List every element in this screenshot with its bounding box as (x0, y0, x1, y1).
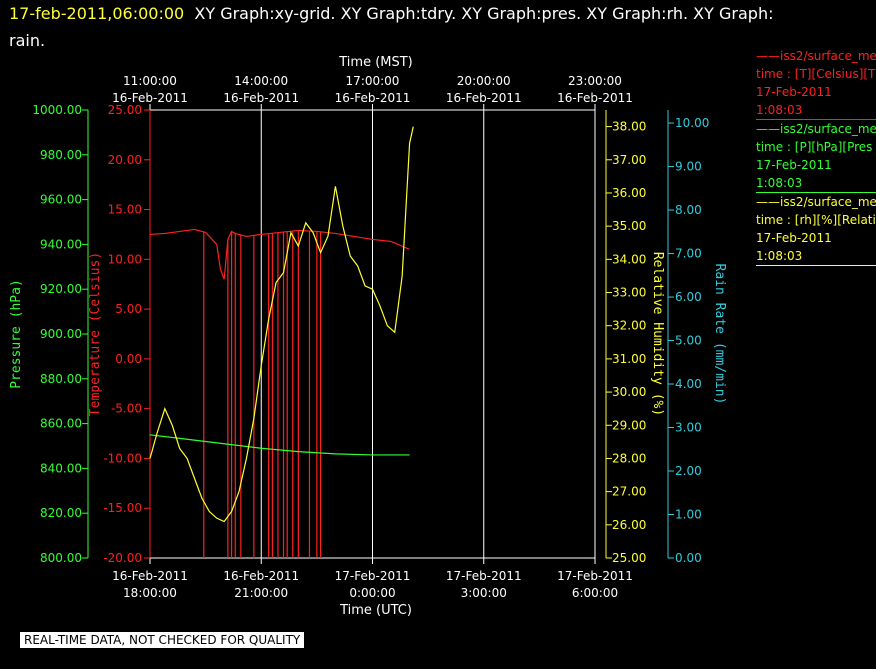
legend-date: 17-Feb-2011 (756, 231, 832, 245)
x-top-tick-label: 23:00:00 (568, 74, 622, 88)
x-top-tick-label: 11:00:00 (123, 74, 177, 88)
temperature-axis-title: Temperature (Celsius) (88, 252, 103, 416)
rain-tick-label: 10.00 (675, 116, 709, 130)
temperature-tick-label: 25.00 (108, 103, 142, 117)
legend-time: 1:08:03 (756, 103, 803, 117)
x-tick-label: 3:00:00 (461, 586, 507, 600)
legend-date: 17-Feb-2011 (756, 85, 832, 99)
temperature-tick-label: -15.00 (103, 501, 142, 515)
pressure-tick-label: 860.00 (40, 417, 82, 431)
quality-warning-label: REAL-TIME DATA, NOT CHECKED FOR QUALITY (20, 632, 305, 648)
x-tick-label: 21:00:00 (234, 586, 288, 600)
temperature-tick-label: 0.00 (115, 352, 142, 366)
humidity-tick-label: 25.00 (612, 551, 646, 565)
chart-title-line1: 17-feb-2011,06:00:00 XY Graph:xy-grid. X… (9, 4, 773, 23)
title-graph-list: XY Graph:xy-grid. XY Graph:tdry. XY Grap… (194, 4, 774, 23)
x-top-tick-label: 20:00:00 (457, 74, 511, 88)
x-tick-label: 16-Feb-2011 (223, 569, 299, 583)
x-tick-label: 17-Feb-2011 (557, 569, 633, 583)
legend-series: ——iss2/surface_me (756, 49, 876, 63)
humidity-tick-label: 35.00 (612, 219, 646, 233)
rain-axis-title: Rain Rate (mm/min) (712, 264, 727, 405)
rain-tick-label: 3.00 (675, 421, 702, 435)
x-tick-label: 0:00:00 (349, 586, 395, 600)
rain-tick-label: 8.00 (675, 203, 702, 217)
temperature-tick-label: 5.00 (115, 302, 142, 316)
x-top-tick-label: 17:00:00 (346, 74, 400, 88)
temperature-tick-label: 20.00 (108, 153, 142, 167)
x-tick-label: 17-Feb-2011 (446, 569, 522, 583)
legend-series: ——iss2/surface_me (756, 195, 876, 209)
pressure-tick-label: 1000.00 (32, 103, 82, 117)
x-tick-label: 16-Feb-2011 (112, 569, 188, 583)
rain-tick-label: 7.00 (675, 247, 702, 261)
legend-block: ——iss2/surface_me time : [T][Celsius][T 17… (756, 47, 876, 266)
humidity-tick-label: 33.00 (612, 286, 646, 300)
rain-tick-label: 0.00 (675, 551, 702, 565)
humidity-tick-label: 31.00 (612, 352, 646, 366)
legend-time: 1:08:03 (756, 176, 803, 190)
humidity-tick-label: 34.00 (612, 252, 646, 266)
legend-units: time : [T][Celsius][T (756, 67, 876, 81)
pressure-tick-label: 940.00 (40, 237, 82, 251)
x-top-axis-label: Time (MST) (338, 55, 413, 70)
rain-tick-label: 1.00 (675, 508, 702, 522)
legend-units: time : [rh][%][Relati (756, 213, 876, 227)
chart-title-line2: rain. (9, 31, 46, 50)
title-timestamp: 17-feb-2011,06:00:00 (9, 4, 185, 23)
humidity-tick-label: 30.00 (612, 385, 646, 399)
series-pres-line (149, 434, 410, 456)
temperature-tick-label: 15.00 (108, 203, 142, 217)
humidity-axis-title: Relative Humidity (%) (650, 252, 665, 416)
series-tdry-line (149, 228, 410, 280)
pressure-tick-label: 880.00 (40, 372, 82, 386)
pressure-tick-label: 800.00 (40, 551, 82, 565)
humidity-tick-label: 29.00 (612, 418, 646, 432)
pressure-tick-label: 960.00 (40, 193, 82, 207)
temperature-tick-label: -20.00 (103, 551, 142, 565)
x-top-tick-label: 16-Feb-2011 (557, 91, 633, 105)
legend-date: 17-Feb-2011 (756, 158, 832, 172)
pressure-axis-title: Pressure (hPa) (9, 279, 24, 389)
temperature-tick-label: -10.00 (103, 451, 142, 465)
rain-tick-label: 5.00 (675, 334, 702, 348)
pressure-tick-label: 840.00 (40, 461, 82, 475)
rain-tick-label: 6.00 (675, 290, 702, 304)
rain-tick-label: 4.00 (675, 377, 702, 391)
pressure-tick-label: 920.00 (40, 282, 82, 296)
humidity-tick-label: 27.00 (612, 485, 646, 499)
x-tick-label: 6:00:00 (572, 586, 618, 600)
series-rh-line (149, 126, 414, 523)
x-tick-label: 18:00:00 (123, 586, 177, 600)
x-axis-label: Time (UTC) (339, 603, 412, 618)
legend-series: ——iss2/surface_me (756, 122, 876, 136)
humidity-tick-label: 38.00 (612, 120, 646, 134)
humidity-tick-label: 28.00 (612, 451, 646, 465)
humidity-tick-label: 32.00 (612, 319, 646, 333)
humidity-tick-label: 37.00 (612, 153, 646, 167)
legend-units: time : [P][hPa][Pres (756, 140, 873, 154)
x-top-tick-label: 16-Feb-2011 (112, 91, 188, 105)
legend-time: 1:08:03 (756, 249, 803, 263)
humidity-tick-label: 26.00 (612, 518, 646, 532)
rain-tick-label: 9.00 (675, 160, 702, 174)
temperature-tick-label: -5.00 (111, 402, 142, 416)
x-top-tick-label: 16-Feb-2011 (223, 91, 299, 105)
rain-tick-label: 2.00 (675, 464, 702, 478)
x-top-tick-label: 14:00:00 (234, 74, 288, 88)
humidity-tick-label: 36.00 (612, 186, 646, 200)
pressure-tick-label: 980.00 (40, 148, 82, 162)
x-top-tick-label: 16-Feb-2011 (446, 91, 522, 105)
pressure-tick-label: 900.00 (40, 327, 82, 341)
x-tick-label: 17-Feb-2011 (335, 569, 411, 583)
temperature-tick-label: 10.00 (108, 252, 142, 266)
pressure-tick-label: 820.00 (40, 506, 82, 520)
x-top-tick-label: 16-Feb-2011 (335, 91, 411, 105)
